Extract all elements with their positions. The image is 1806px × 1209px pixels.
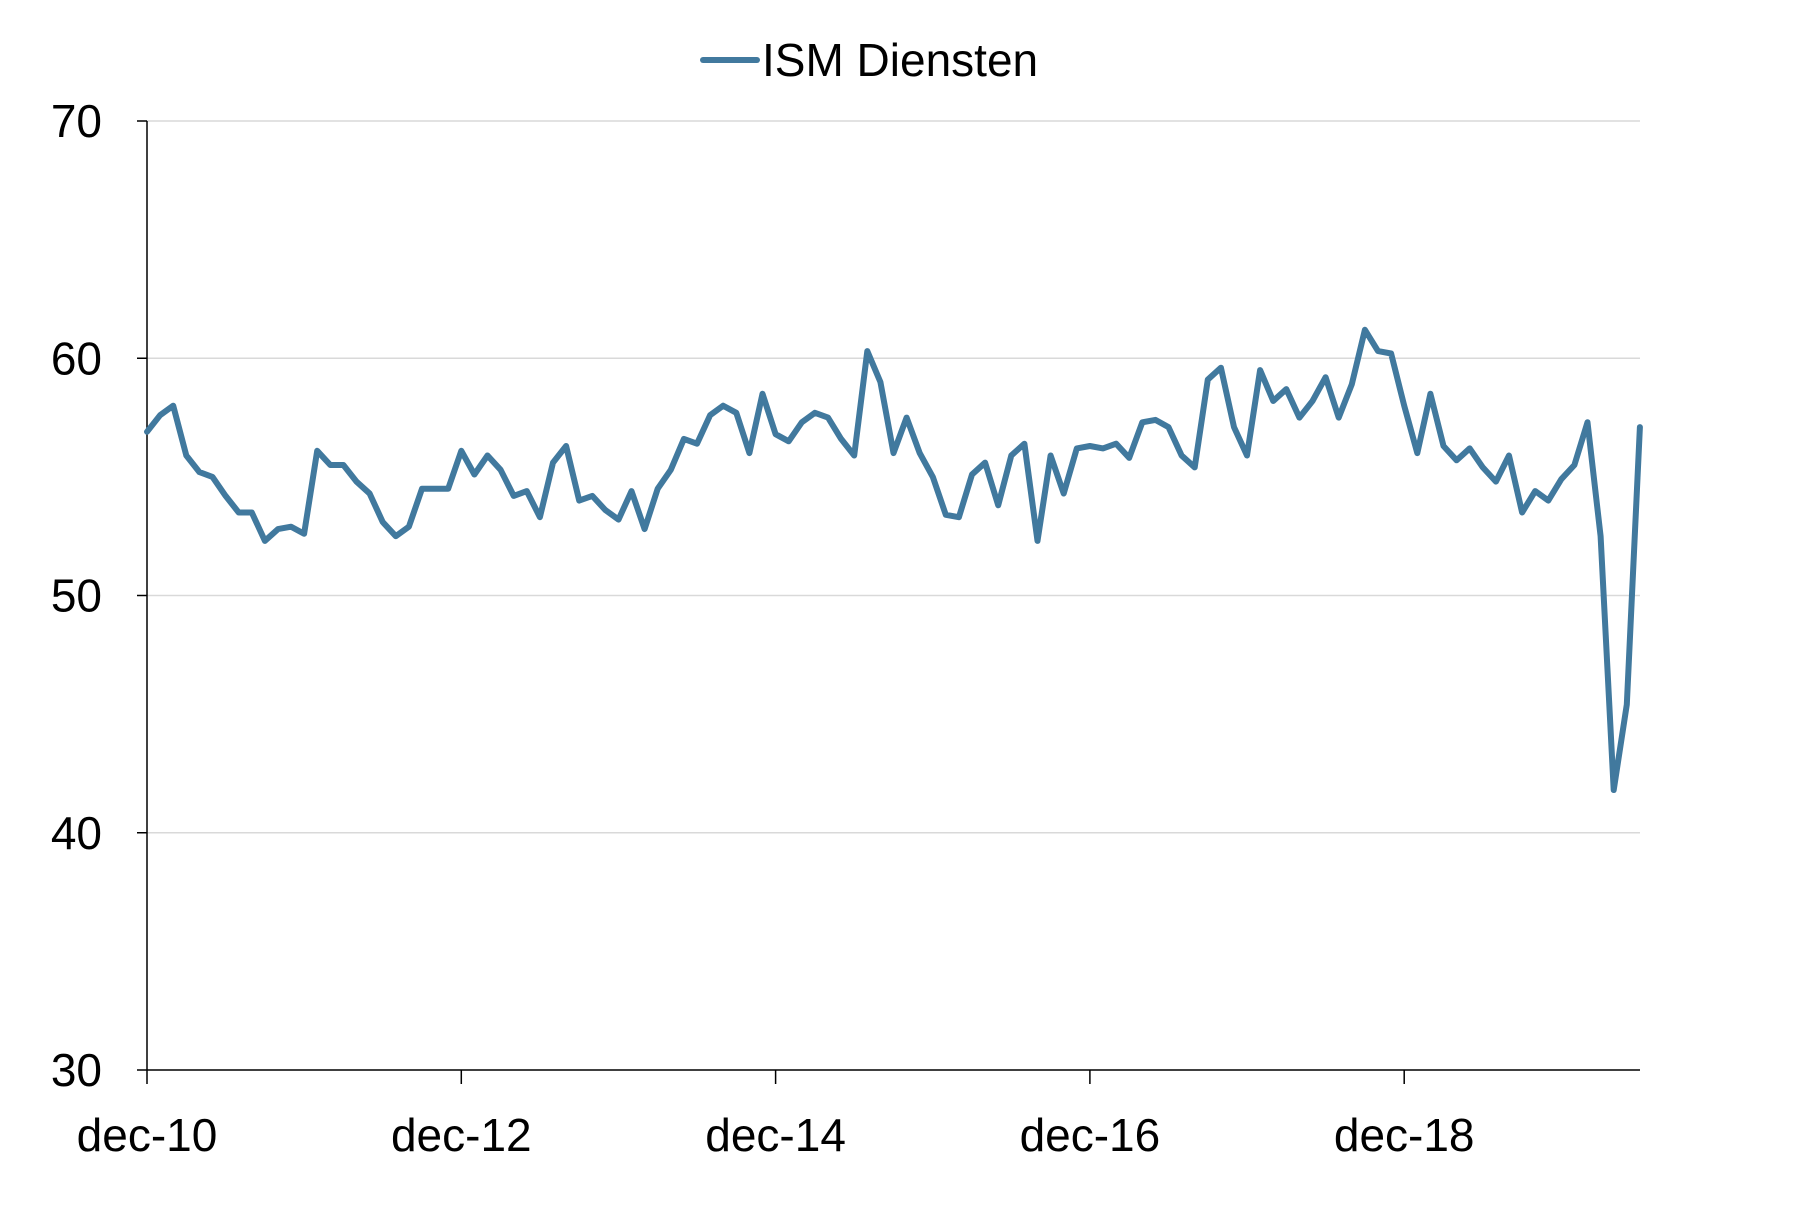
x-tick-label: dec-18: [1334, 1109, 1475, 1161]
y-tick-label: 60: [51, 332, 102, 384]
legend-label: ISM Diensten: [762, 34, 1038, 86]
x-tick-label: dec-14: [705, 1109, 846, 1161]
y-tick-label: 40: [51, 807, 102, 859]
axes: 30 40 50 60 70 dec-10 dec-12 dec-14 dec-16 dec-18: [51, 95, 1640, 1161]
series-line-ism-diensten: [144, 326, 1643, 793]
gridlines: [147, 120, 1640, 834]
x-tick-label: dec-16: [1020, 1109, 1161, 1161]
y-tick-label: 50: [51, 570, 102, 622]
series-lines: [144, 326, 1643, 793]
y-tick-label: 70: [51, 95, 102, 147]
x-tick-label: dec-10: [77, 1109, 218, 1161]
legend: ISM Diensten: [700, 34, 1038, 86]
x-tick-label: dec-12: [391, 1109, 532, 1161]
y-tick-label: 30: [51, 1044, 102, 1096]
